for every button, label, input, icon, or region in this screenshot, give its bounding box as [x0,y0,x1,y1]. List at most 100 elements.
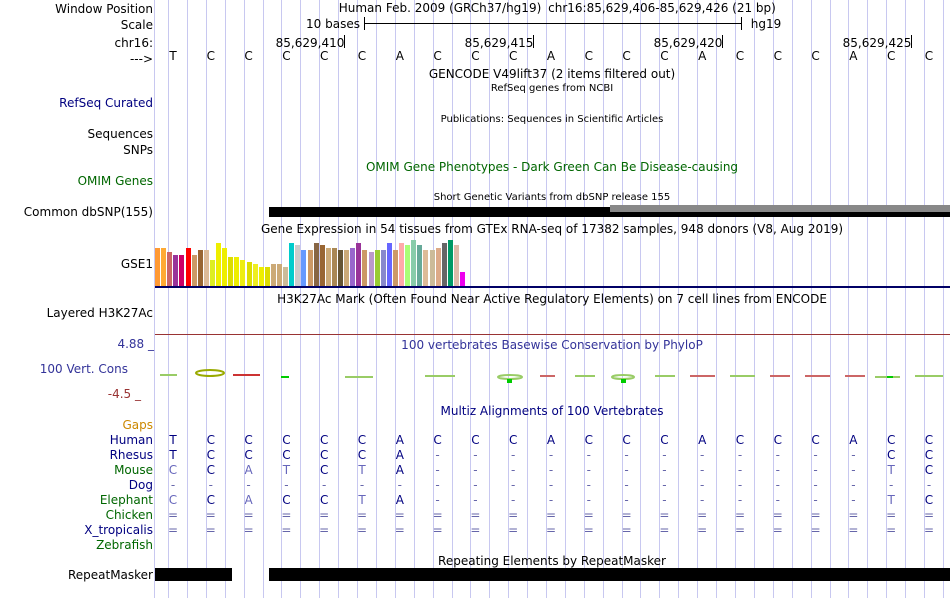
species-label[interactable]: Human [109,433,153,447]
gtex-bar[interactable] [368,252,374,286]
gtex-bar[interactable] [289,242,295,286]
gtex-bar[interactable] [179,254,185,286]
gaps-track-label[interactable]: Gaps [122,418,153,432]
gencode-track-title[interactable]: GENCODE V49lift37 (2 items filtered out) [428,67,676,81]
species-label[interactable]: Dog [128,478,153,492]
gtex-bar[interactable] [319,245,325,286]
gtex-bar[interactable] [386,242,392,286]
gtex-bar[interactable] [350,247,356,286]
gtex-track-label[interactable]: GSE1 [120,257,153,271]
gtex-bar[interactable] [270,264,276,286]
gtex-bar[interactable] [277,264,283,286]
gtex-bar[interactable] [203,250,209,286]
sequence-base: C [319,49,329,63]
gtex-bar[interactable] [380,250,386,286]
alignment-row: = = = = = = = = = = = = = = = = = = = = = [155,508,950,522]
gtex-bar[interactable] [356,242,362,286]
species-label[interactable]: Mouse [114,463,153,477]
gtex-bar[interactable] [234,257,240,286]
gtex-bar[interactable] [228,257,234,286]
gtex-bar[interactable] [399,242,405,286]
gtex-bar[interactable] [185,247,191,286]
refseq-track-label[interactable]: RefSeq Curated [59,96,153,110]
multiz-track-title[interactable]: Multiz Alignments of 100 Vertebrates [440,404,664,418]
aligned-base: C [319,463,329,477]
sequence-base: C [206,49,215,63]
repeatmasker-track-label[interactable]: RepeatMasker [67,568,153,582]
species-label[interactable]: Elephant [99,493,153,507]
gtex-bar[interactable] [417,245,423,286]
aligned-base: = [659,508,670,522]
gtex-bar[interactable] [161,247,167,286]
gtex-bar[interactable] [423,250,429,286]
gtex-bar[interactable] [258,266,264,286]
species-label[interactable]: Chicken [105,508,153,522]
gtex-bar[interactable] [325,247,331,286]
omim-track-title[interactable]: OMIM Gene Phenotypes - Dark Green Can Be… [365,160,739,174]
gtex-bar[interactable] [252,264,258,286]
gtex-bar-chart[interactable] [155,236,535,286]
gtex-bar[interactable] [411,240,417,286]
gtex-bar[interactable] [295,245,301,286]
gtex-bar[interactable] [362,250,368,286]
gtex-bar[interactable] [209,259,215,286]
gtex-bar[interactable] [392,250,398,286]
aligned-base: C [773,433,782,447]
gtex-bar[interactable] [173,254,179,286]
cons-track-title[interactable]: 100 vertebrates Basewise Conservation by… [401,338,703,352]
gtex-bar[interactable] [155,247,161,286]
gtex-bar[interactable] [313,242,319,286]
sequence-base: C [773,49,782,63]
gtex-bar[interactable] [301,250,307,286]
aligned-base: = [356,523,368,537]
cons-track-label[interactable]: 100 Vert. Cons [39,362,128,376]
grid-line [263,0,264,598]
gtex-bar[interactable] [447,240,453,286]
repeat-element-block[interactable] [155,568,232,581]
gtex-bar[interactable] [246,262,252,286]
dbsnp-track-label[interactable]: Common dbSNP(155) [23,205,153,219]
gtex-bar[interactable] [453,245,459,286]
gtex-bar[interactable] [216,242,222,286]
dbsnp-feature-block[interactable] [610,205,950,212]
h3k27ac-track-label[interactable]: Layered H3K27Ac [46,306,153,320]
aligned-base: = [205,523,216,537]
gtex-bar[interactable] [191,254,197,286]
gtex-bar[interactable] [338,250,344,286]
gtex-bar[interactable] [283,266,289,286]
left-divider [154,0,155,598]
gtex-bar[interactable] [331,247,337,286]
sequences-track-label[interactable]: Sequences [87,127,153,141]
species-label[interactable]: Zebrafish [96,538,153,552]
dbsnp-feature-block[interactable] [269,207,610,217]
dbsnp-track-title[interactable]: Short Genetic Variants from dbSNP releas… [433,192,671,203]
gtex-bar[interactable] [222,247,228,286]
dbsnp-feature-block[interactable] [610,212,950,217]
h3k27ac-track-title[interactable]: H3K27Ac Mark (Often Found Near Active Re… [277,292,827,306]
gtex-bar[interactable] [435,247,441,286]
gtex-bar[interactable] [405,245,411,286]
aligned-base: T [169,433,177,447]
aligned-base: - [284,478,289,492]
gtex-bar[interactable] [374,250,380,286]
gtex-bar[interactable] [240,259,246,286]
publications-track-title[interactable]: Publications: Sequences in Scientific Ar… [440,114,664,125]
gtex-bar[interactable] [429,250,435,286]
gtex-bar[interactable] [264,266,270,286]
gtex-bar[interactable] [460,271,466,286]
snps-track-label[interactable]: SNPs [123,143,153,157]
grid-line [281,0,282,598]
gtex-bar[interactable] [441,242,447,286]
repeatmasker-track-title[interactable]: Repeating Elements by RepeatMasker [438,554,666,568]
species-label[interactable]: Rhesus [109,448,153,462]
species-label[interactable]: X_tropicalis [84,523,153,537]
gtex-bar[interactable] [344,250,350,286]
gtex-bar[interactable] [197,250,203,286]
repeat-element-block[interactable] [269,568,950,581]
gtex-bar[interactable] [307,250,313,286]
refseq-track-title[interactable]: RefSeq genes from NCBI [490,83,614,94]
gtex-track-title[interactable]: Gene Expression in 54 tissues from GTEx … [260,222,844,236]
gtex-bar[interactable] [167,252,173,286]
omim-track-label[interactable]: OMIM Genes [77,174,153,188]
